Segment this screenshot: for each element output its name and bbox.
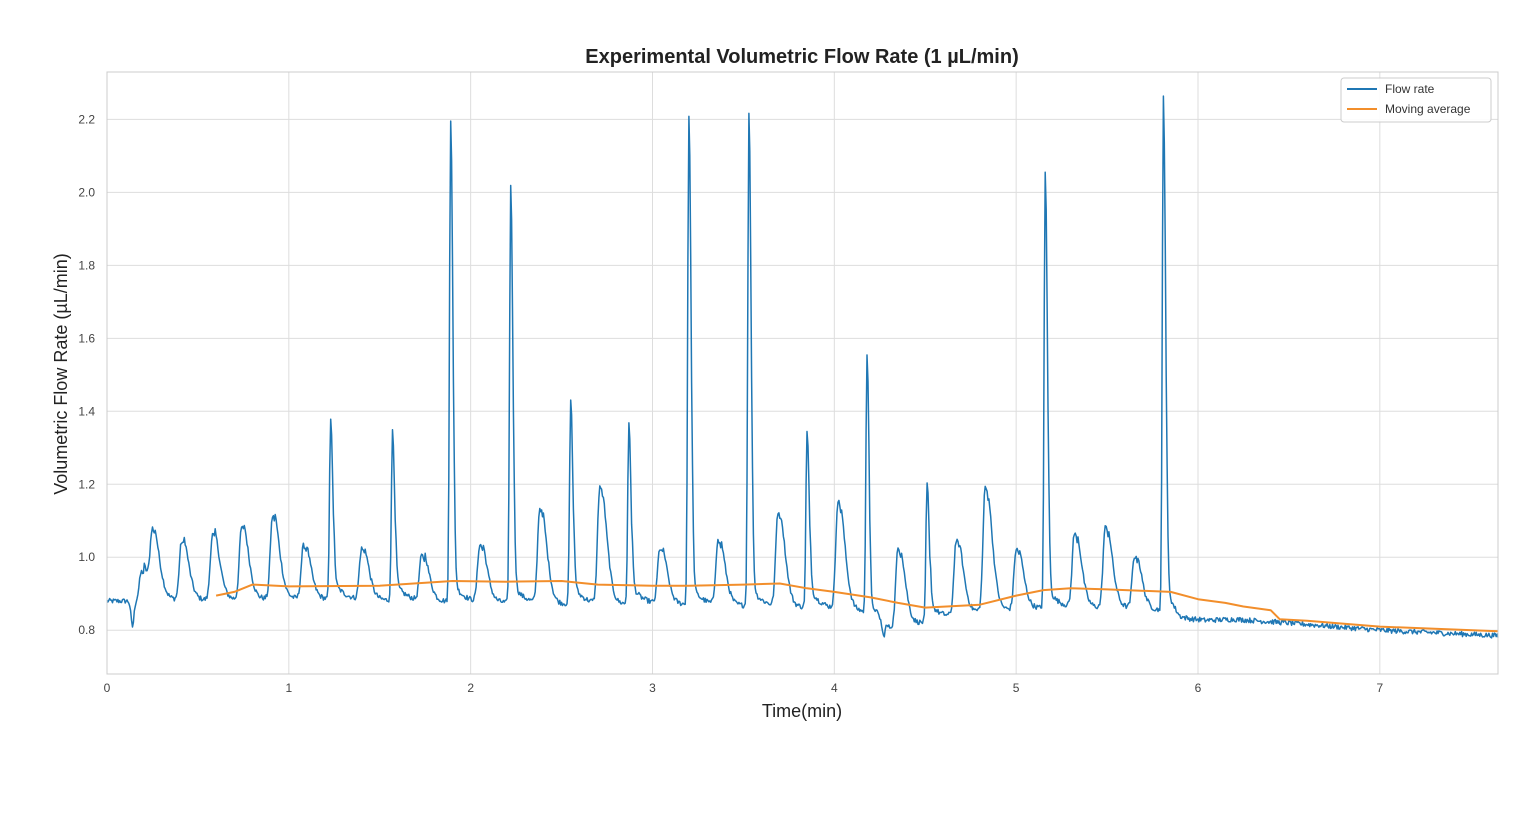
x-axis-title: Time(min): [762, 701, 842, 721]
x-tick-label: 1: [285, 681, 292, 695]
plot-frame: [106, 71, 1499, 675]
series-flow-rate-line: [106, 95, 1499, 639]
x-tick-label: 4: [831, 681, 838, 695]
x-tick-label: 2: [467, 681, 474, 695]
legend-label-moving-average: Moving average: [1385, 102, 1471, 116]
x-tick-label: 7: [1376, 681, 1383, 695]
grid: [106, 72, 1498, 674]
x-tick-label: 5: [1013, 681, 1020, 695]
legend-label-flow-rate: Flow rate: [1385, 82, 1435, 96]
x-tick-label: 6: [1195, 681, 1202, 695]
series-lines: [106, 95, 1499, 639]
tick-labels: 0 1 2 3 4 5 6 7 0.8 1.0 1.2 1.4 1.6 1.8 2.0 2.2: [78, 112, 1383, 695]
legend-box: [1340, 77, 1492, 123]
y-tick-label: 1.0: [78, 550, 95, 564]
x-tick-label: 3: [649, 681, 656, 695]
y-tick-label: 0.8: [78, 623, 95, 637]
chart-title: Experimental Volumetric Flow Rate (1 µL/…: [585, 46, 1018, 68]
y-tick-label: 2.0: [78, 185, 95, 199]
x-tick-label: 0: [104, 681, 111, 695]
y-tick-label: 1.4: [78, 404, 95, 418]
legend: Flow rate Moving average: [1340, 77, 1492, 123]
y-tick-label: 2.2: [78, 112, 95, 126]
series-moving-average-line: [215, 580, 1499, 633]
y-tick-label: 1.8: [78, 258, 95, 272]
y-tick-label: 1.2: [78, 477, 95, 491]
y-axis-title: Volumetric Flow Rate (µL/min): [51, 253, 71, 494]
y-tick-label: 1.6: [78, 331, 95, 345]
